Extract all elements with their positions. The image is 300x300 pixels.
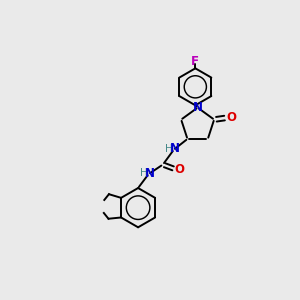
Text: O: O [174, 163, 184, 176]
Text: O: O [226, 111, 236, 124]
Text: F: F [191, 55, 199, 68]
Text: H: H [165, 144, 172, 154]
Text: N: N [144, 167, 154, 180]
Text: N: N [193, 101, 202, 114]
Text: H: H [140, 168, 147, 178]
Text: N: N [170, 142, 180, 155]
